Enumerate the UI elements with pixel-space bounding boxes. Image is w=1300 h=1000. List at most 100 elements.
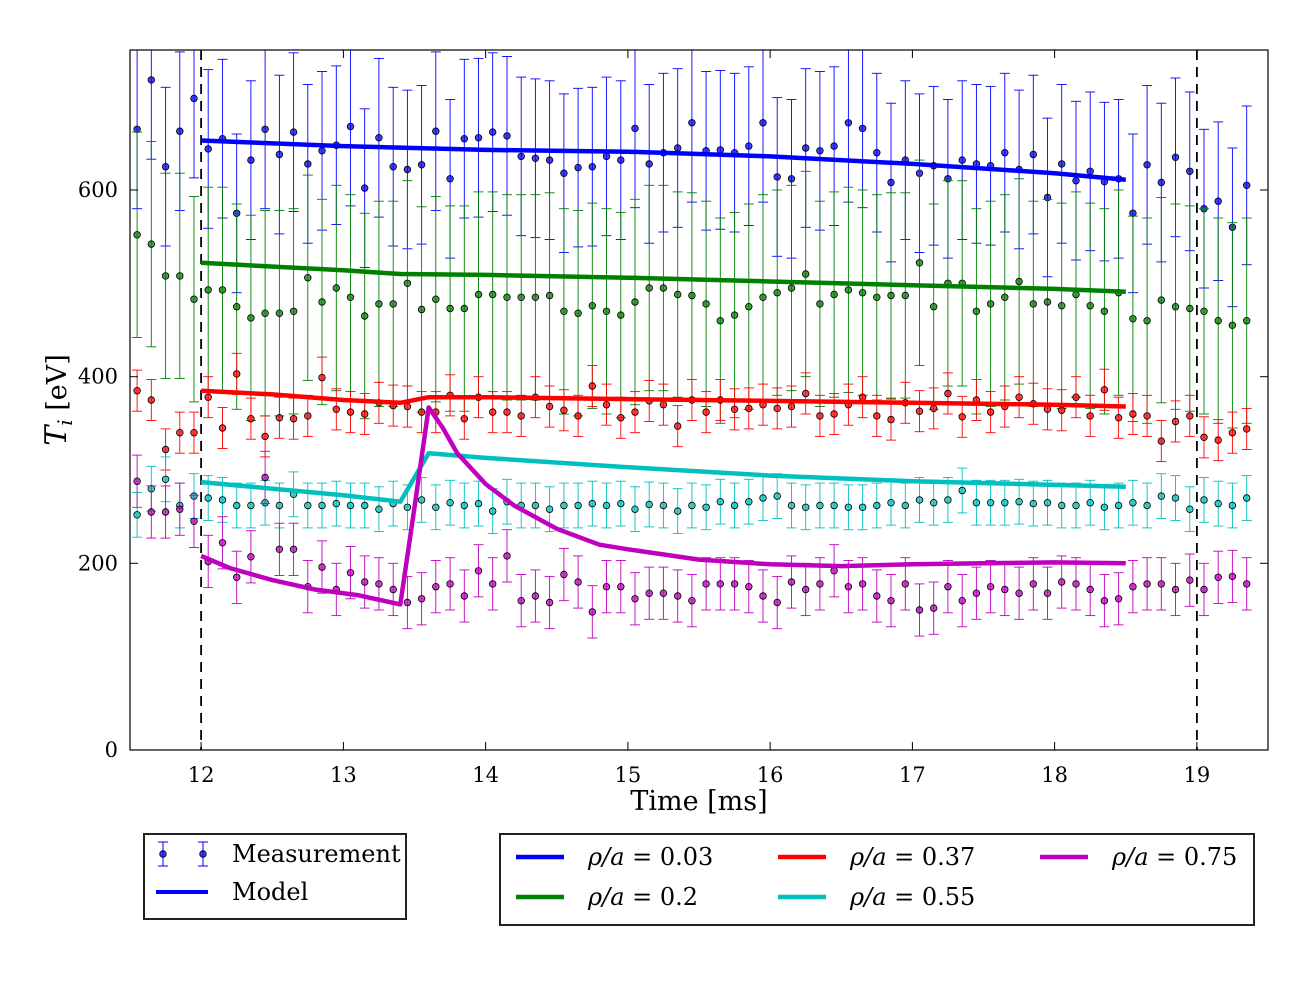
data-point-3-8 — [247, 501, 255, 510]
data-point-1-12 — [304, 274, 312, 282]
data-point-2-53 — [887, 415, 895, 424]
data-point-3-49 — [830, 501, 838, 510]
data-point-2-11 — [289, 415, 298, 423]
errorbar-4-37 — [658, 566, 669, 620]
data-point-2-69 — [1114, 414, 1123, 422]
errorbar-3-56 — [928, 479, 939, 526]
errorbar-2-14 — [331, 388, 342, 431]
data-point-3-10 — [275, 501, 284, 510]
errorbar-4-26 — [502, 529, 512, 583]
data-point-0-78 — [1242, 181, 1251, 189]
y-axis-label-subscript: i — [53, 419, 77, 425]
data-point-3-59 — [972, 499, 981, 507]
data-point-1-23 — [460, 304, 468, 313]
errorbar-3-38 — [672, 488, 683, 534]
data-point-4-6 — [218, 539, 227, 547]
errorbar-3-66 — [1071, 482, 1081, 529]
data-point-1-14 — [332, 284, 340, 292]
data-point-1-51 — [858, 289, 867, 297]
x-tick-label-5: 17 — [899, 763, 926, 787]
data-point-3-24 — [474, 499, 483, 508]
errorbar-4-25 — [487, 557, 498, 611]
data-point-3-32 — [588, 499, 596, 508]
data-point-3-61 — [1001, 499, 1009, 507]
data-point-0-67 — [1086, 167, 1094, 175]
data-point-0-65 — [1057, 160, 1066, 168]
errorbar-3-75 — [1199, 477, 1209, 523]
errorbar-4-13 — [317, 540, 327, 594]
data-point-4-45 — [773, 598, 781, 607]
errorbar-1-71 — [1142, 217, 1153, 424]
errorbar-1-42 — [729, 211, 740, 419]
data-point-0-72 — [1157, 178, 1165, 187]
errorbar-3-30 — [558, 482, 569, 529]
errorbar-2-29 — [544, 385, 555, 428]
data-point-0-21 — [432, 127, 440, 135]
errorbar-4-15 — [345, 546, 356, 600]
data-point-1-3 — [176, 272, 184, 280]
data-point-4-74 — [1186, 576, 1194, 584]
errorbar-4-23 — [459, 569, 470, 623]
data-point-4-28 — [531, 592, 540, 600]
data-point-3-44 — [759, 494, 767, 502]
data-point-4-17 — [375, 580, 383, 588]
errorbar-2-77 — [1227, 411, 1238, 454]
errorbar-1-12 — [302, 174, 313, 381]
data-point-3-23 — [460, 501, 468, 510]
data-point-3-75 — [1200, 496, 1208, 504]
errorbar-3-21 — [430, 484, 441, 531]
errorbar-2-70 — [1127, 393, 1138, 435]
data-point-2-62 — [1015, 393, 1023, 401]
data-point-4-23 — [460, 592, 468, 600]
errorbar-2-37 — [658, 383, 669, 426]
errorbar-3-28 — [530, 482, 541, 529]
data-point-0-24 — [474, 133, 483, 142]
errorbar-1-45 — [772, 189, 783, 396]
data-point-4-24 — [474, 567, 483, 575]
data-point-2-72 — [1157, 437, 1165, 445]
errorbar-3-52 — [871, 482, 882, 529]
errorbar-4-47 — [800, 562, 811, 617]
data-point-1-28 — [531, 293, 540, 301]
data-point-0-22 — [446, 175, 454, 183]
errorbar-4-16 — [359, 555, 370, 609]
series-legend-value-1: = 0.2 — [625, 883, 699, 911]
data-point-0-44 — [759, 119, 767, 127]
errorbar-1-40 — [701, 200, 712, 407]
errorbar-1-47 — [800, 170, 811, 378]
data-point-4-11 — [289, 545, 298, 553]
data-point-3-19 — [403, 503, 412, 511]
data-point-4-19 — [403, 598, 412, 607]
errorbar-3-42 — [729, 482, 740, 529]
errorbar-0-24 — [473, 57, 484, 218]
data-point-1-70 — [1129, 315, 1137, 323]
data-point-1-68 — [1100, 307, 1109, 315]
errorbar-1-26 — [502, 194, 512, 401]
data-point-4-13 — [318, 563, 326, 571]
errorbar-3-8 — [245, 482, 256, 529]
style-legend-frame — [143, 833, 407, 920]
data-point-4-46 — [787, 578, 796, 586]
data-point-3-72 — [1157, 492, 1165, 500]
series-legend-value-4: = 0.75 — [1149, 843, 1238, 871]
data-point-1-10 — [275, 309, 284, 317]
data-point-4-61 — [1001, 585, 1009, 594]
data-point-1-9 — [261, 309, 269, 317]
data-point-2-8 — [247, 415, 255, 423]
data-point-4-36 — [645, 589, 653, 597]
data-point-0-23 — [460, 134, 468, 143]
errorbar-4-57 — [942, 560, 953, 614]
data-point-3-48 — [816, 501, 824, 510]
data-point-1-22 — [446, 304, 454, 313]
data-point-1-66 — [1072, 290, 1080, 299]
data-point-4-60 — [986, 583, 995, 591]
errorbar-4-27 — [516, 574, 527, 628]
data-point-2-71 — [1143, 412, 1151, 420]
errorbar-3-73 — [1170, 475, 1181, 521]
data-point-2-27 — [517, 412, 525, 420]
data-point-2-66 — [1072, 393, 1080, 401]
data-point-0-74 — [1186, 167, 1194, 175]
data-point-0-1 — [147, 76, 155, 84]
data-point-3-31 — [574, 501, 582, 510]
errorbar-4-44 — [758, 569, 768, 623]
